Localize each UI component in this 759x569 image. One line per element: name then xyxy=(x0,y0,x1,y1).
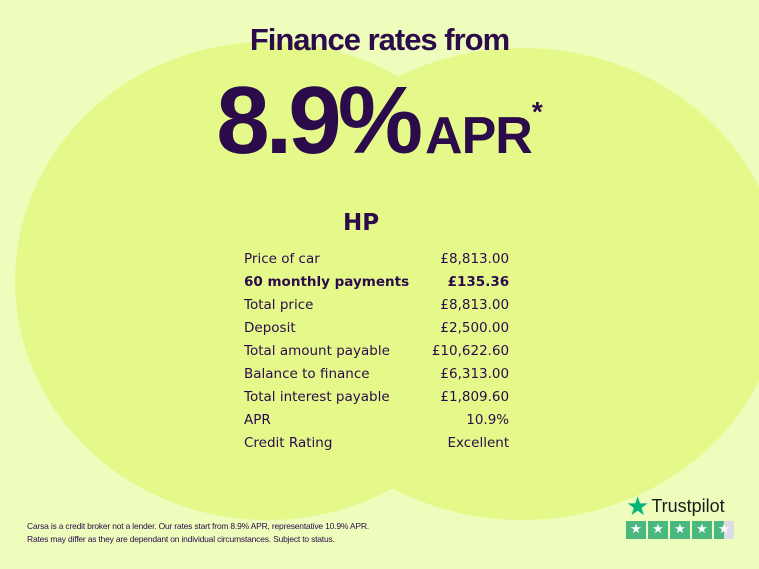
row-label: Price of car xyxy=(244,251,320,267)
rating-star-icon: ★ xyxy=(670,521,690,539)
rating-star-icon: ★ xyxy=(714,521,734,539)
row-value: £6,313.00 xyxy=(440,366,510,382)
table-row: Total amount payable £10,622.60 xyxy=(244,340,509,363)
star-icon: ★ xyxy=(626,491,650,521)
row-label: 60 monthly payments xyxy=(244,274,410,290)
row-label: Balance to finance xyxy=(244,366,370,382)
table-row: APR 10.9% xyxy=(244,409,509,432)
table-row: Deposit £2,500.00 xyxy=(244,317,509,340)
rate-value: 8.9% xyxy=(216,67,423,174)
trustpilot-rating: ★ ★ ★ ★ ★ xyxy=(626,521,734,539)
trustpilot-badge[interactable]: ★ Trustpilot ★ ★ ★ ★ ★ xyxy=(626,493,734,539)
row-value: £135.36 xyxy=(447,274,510,290)
row-value: £8,813.00 xyxy=(440,251,510,267)
rating-star-icon: ★ xyxy=(626,521,646,539)
row-value: Excellent xyxy=(447,435,510,451)
product-title: HP xyxy=(343,210,380,236)
asterisk: * xyxy=(531,96,543,127)
row-label: Total amount payable xyxy=(244,343,390,359)
headline-rate: 8.9% APR* xyxy=(0,62,759,199)
rating-star-icon: ★ xyxy=(692,521,712,539)
row-label: APR xyxy=(244,412,271,428)
disclaimer-line-1: Carsa is a credit broker not a lender. O… xyxy=(27,521,369,531)
trustpilot-name: Trustpilot xyxy=(651,495,725,516)
row-label: Total price xyxy=(244,297,314,313)
headline-intro: Finance rates from xyxy=(249,22,510,57)
table-row: Price of car £8,813.00 xyxy=(244,248,509,271)
table-row: Total price £8,813.00 xyxy=(244,294,509,317)
row-value: £8,813.00 xyxy=(440,297,510,313)
table-row: 60 monthly payments £135.36 xyxy=(244,271,509,294)
row-value: 10.9% xyxy=(466,412,510,428)
table-row: Credit Rating Excellent xyxy=(244,432,509,455)
row-value: £10,622.60 xyxy=(431,343,510,359)
table-row: Balance to finance £6,313.00 xyxy=(244,363,509,386)
rate-suffix: APR xyxy=(425,107,533,165)
row-label: Credit Rating xyxy=(244,435,333,451)
finance-table: Price of car £8,813.00 60 monthly payments… xyxy=(244,248,509,455)
row-value: £1,809.60 xyxy=(440,389,510,405)
row-label: Deposit xyxy=(244,320,296,336)
row-label: Total interest payable xyxy=(244,389,390,405)
row-value: £2,500.00 xyxy=(440,320,510,336)
background-circle-right xyxy=(262,48,759,520)
table-row: Total interest payable £1,809.60 xyxy=(244,386,509,409)
disclaimer-line-2: Rates may differ as they are dependant o… xyxy=(27,534,335,544)
disclaimer: Carsa is a credit broker not a lender. O… xyxy=(27,520,369,546)
rating-star-icon: ★ xyxy=(648,521,668,539)
